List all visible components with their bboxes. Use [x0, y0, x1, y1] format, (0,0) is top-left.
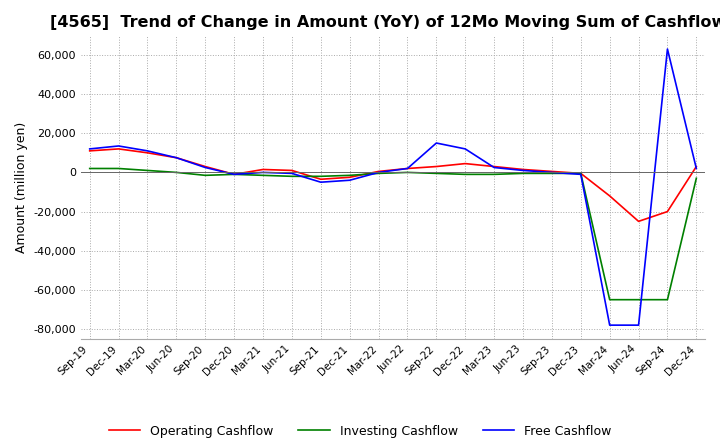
Operating Cashflow — [432, 164, 441, 169]
Legend: Operating Cashflow, Investing Cashflow, Free Cashflow: Operating Cashflow, Investing Cashflow, … — [104, 420, 616, 440]
Line: Operating Cashflow: Operating Cashflow — [90, 149, 696, 221]
Line: Free Cashflow: Free Cashflow — [90, 49, 696, 325]
Y-axis label: Amount (million yen): Amount (million yen) — [15, 121, 28, 253]
Free Cashflow — [172, 155, 181, 160]
Investing Cashflow — [230, 172, 238, 177]
Investing Cashflow — [663, 297, 672, 302]
Investing Cashflow — [86, 166, 94, 171]
Operating Cashflow — [201, 164, 210, 169]
Operating Cashflow — [114, 146, 123, 151]
Free Cashflow — [317, 180, 325, 185]
Investing Cashflow — [692, 176, 701, 181]
Operating Cashflow — [548, 169, 557, 174]
Investing Cashflow — [432, 171, 441, 176]
Operating Cashflow — [692, 164, 701, 169]
Operating Cashflow — [403, 166, 412, 171]
Free Cashflow — [114, 143, 123, 149]
Investing Cashflow — [577, 171, 585, 176]
Line: Investing Cashflow: Investing Cashflow — [90, 169, 696, 300]
Free Cashflow — [258, 170, 267, 175]
Investing Cashflow — [201, 173, 210, 178]
Investing Cashflow — [346, 173, 354, 178]
Investing Cashflow — [403, 170, 412, 175]
Free Cashflow — [86, 146, 94, 151]
Operating Cashflow — [317, 176, 325, 182]
Operating Cashflow — [86, 148, 94, 154]
Operating Cashflow — [518, 167, 527, 172]
Operating Cashflow — [606, 193, 614, 198]
Free Cashflow — [403, 166, 412, 171]
Free Cashflow — [663, 46, 672, 51]
Free Cashflow — [634, 323, 643, 328]
Free Cashflow — [518, 168, 527, 173]
Free Cashflow — [201, 165, 210, 170]
Investing Cashflow — [606, 297, 614, 302]
Free Cashflow — [432, 140, 441, 146]
Investing Cashflow — [114, 166, 123, 171]
Free Cashflow — [346, 178, 354, 183]
Title: [4565]  Trend of Change in Amount (YoY) of 12Mo Moving Sum of Cashflows: [4565] Trend of Change in Amount (YoY) o… — [50, 15, 720, 30]
Free Cashflow — [461, 146, 469, 151]
Operating Cashflow — [258, 167, 267, 172]
Investing Cashflow — [258, 173, 267, 178]
Operating Cashflow — [461, 161, 469, 166]
Operating Cashflow — [230, 172, 238, 177]
Operating Cashflow — [577, 171, 585, 176]
Free Cashflow — [230, 172, 238, 177]
Free Cashflow — [490, 165, 498, 170]
Investing Cashflow — [634, 297, 643, 302]
Investing Cashflow — [287, 174, 296, 179]
Free Cashflow — [287, 171, 296, 176]
Operating Cashflow — [346, 175, 354, 180]
Free Cashflow — [692, 166, 701, 171]
Investing Cashflow — [518, 171, 527, 176]
Investing Cashflow — [143, 168, 152, 173]
Investing Cashflow — [461, 172, 469, 177]
Operating Cashflow — [490, 164, 498, 169]
Operating Cashflow — [143, 150, 152, 155]
Operating Cashflow — [663, 209, 672, 214]
Operating Cashflow — [172, 155, 181, 160]
Operating Cashflow — [374, 169, 383, 174]
Investing Cashflow — [374, 171, 383, 176]
Free Cashflow — [606, 323, 614, 328]
Operating Cashflow — [634, 219, 643, 224]
Investing Cashflow — [490, 172, 498, 177]
Free Cashflow — [548, 170, 557, 175]
Investing Cashflow — [548, 171, 557, 176]
Free Cashflow — [577, 172, 585, 177]
Investing Cashflow — [317, 174, 325, 179]
Operating Cashflow — [287, 168, 296, 173]
Free Cashflow — [143, 148, 152, 154]
Investing Cashflow — [172, 170, 181, 175]
Free Cashflow — [374, 170, 383, 175]
